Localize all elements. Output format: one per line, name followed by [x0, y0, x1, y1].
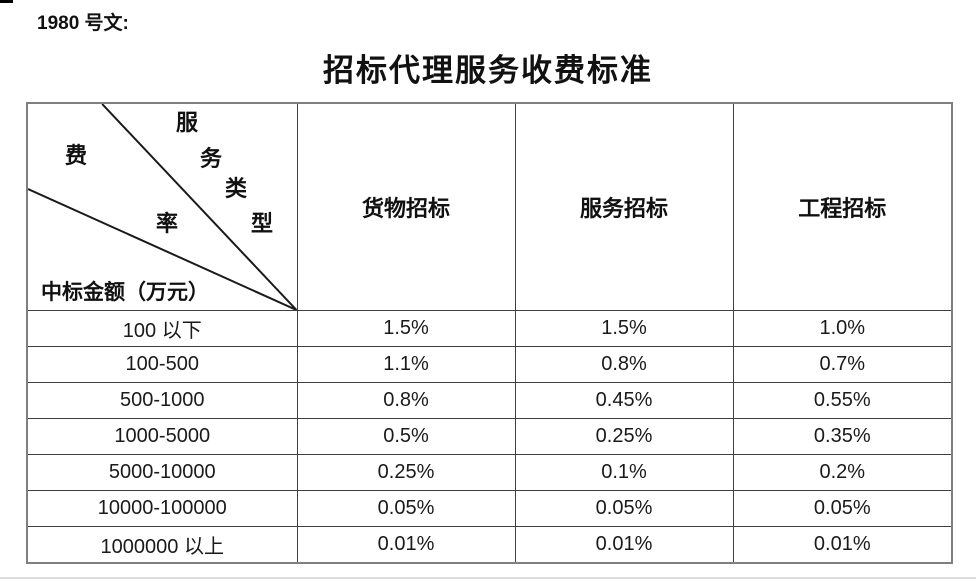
- table-row: 1000-5000 0.5% 0.25% 0.35%: [26, 418, 953, 455]
- fee-value-cell: 1.5%: [296, 310, 516, 347]
- header-row: 费 服 务 类 率 型 中标金额（万元） 货物招标 服务招标 工程招标: [26, 102, 953, 311]
- corner-label-rate: 率: [156, 211, 179, 236]
- row-label: 1000000 以上: [26, 526, 298, 564]
- table-row: 10000-100000 0.05% 0.05% 0.05%: [26, 490, 953, 527]
- fee-value-cell: 0.5%: [296, 418, 516, 455]
- fee-value-cell: 0.05%: [514, 490, 734, 527]
- fee-value-cell: 0.8%: [296, 382, 516, 419]
- fee-standard-table: 费 服 务 类 率 型 中标金额（万元） 货物招标 服务招标 工程招标 100 …: [26, 102, 953, 564]
- corner-label-service-char-1: 服: [176, 110, 199, 135]
- corner-label-service-char-3: 类: [225, 176, 248, 201]
- table-row: 5000-10000 0.25% 0.1% 0.2%: [26, 454, 953, 491]
- fee-value-cell: 0.01%: [514, 526, 734, 564]
- fee-value-cell: 0.45%: [514, 382, 734, 419]
- fee-value-cell: 1.1%: [296, 346, 516, 383]
- table-row: 1000000 以上 0.01% 0.01% 0.01%: [26, 526, 953, 564]
- table-row: 100 以下 1.5% 1.5% 1.0%: [26, 310, 953, 347]
- fee-value-cell: 0.35%: [732, 418, 953, 455]
- page-bottom-edge: [0, 577, 976, 579]
- row-label: 10000-100000: [26, 490, 298, 527]
- corner-label-service-char-4: 型: [251, 211, 274, 236]
- fee-value-cell: 0.25%: [296, 454, 516, 491]
- fee-value-cell: 0.25%: [514, 418, 734, 455]
- fee-value-cell: 0.05%: [296, 490, 516, 527]
- column-header-engineering: 工程招标: [732, 102, 953, 311]
- table-row: 100-500 1.1% 0.8% 0.7%: [26, 346, 953, 383]
- column-header-goods: 货物招标: [296, 102, 516, 311]
- corner-label-fee: 费: [65, 143, 88, 168]
- column-header-services: 服务招标: [514, 102, 734, 311]
- fee-value-cell: 1.5%: [514, 310, 734, 347]
- corner-label-amount: 中标金额（万元）: [41, 280, 209, 304]
- fee-value-cell: 0.05%: [732, 490, 953, 527]
- row-label: 5000-10000: [26, 454, 298, 491]
- fee-value-cell: 0.1%: [514, 454, 734, 491]
- fee-value-cell: 0.8%: [514, 346, 734, 383]
- page-title: 招标代理服务收费标准: [323, 53, 653, 88]
- fee-value-cell: 0.01%: [296, 526, 516, 564]
- row-label: 500-1000: [26, 382, 298, 419]
- table-corner-cell: 费 服 务 类 率 型 中标金额（万元）: [26, 102, 298, 311]
- fee-value-cell: 0.55%: [732, 382, 953, 419]
- top-edge-artifact: [0, 0, 13, 3]
- fee-value-cell: 0.7%: [732, 346, 953, 383]
- document-number-label: 1980 号文:: [37, 13, 129, 34]
- row-label: 100 以下: [26, 310, 298, 347]
- corner-label-service-char-2: 务: [200, 146, 223, 171]
- fee-value-cell: 0.2%: [732, 454, 953, 491]
- fee-value-cell: 1.0%: [732, 310, 953, 347]
- table-row: 500-1000 0.8% 0.45% 0.55%: [26, 382, 953, 419]
- row-label: 100-500: [26, 346, 298, 383]
- fee-value-cell: 0.01%: [732, 526, 953, 564]
- diagonal-divider-lines: [28, 104, 297, 310]
- row-label: 1000-5000: [26, 418, 298, 455]
